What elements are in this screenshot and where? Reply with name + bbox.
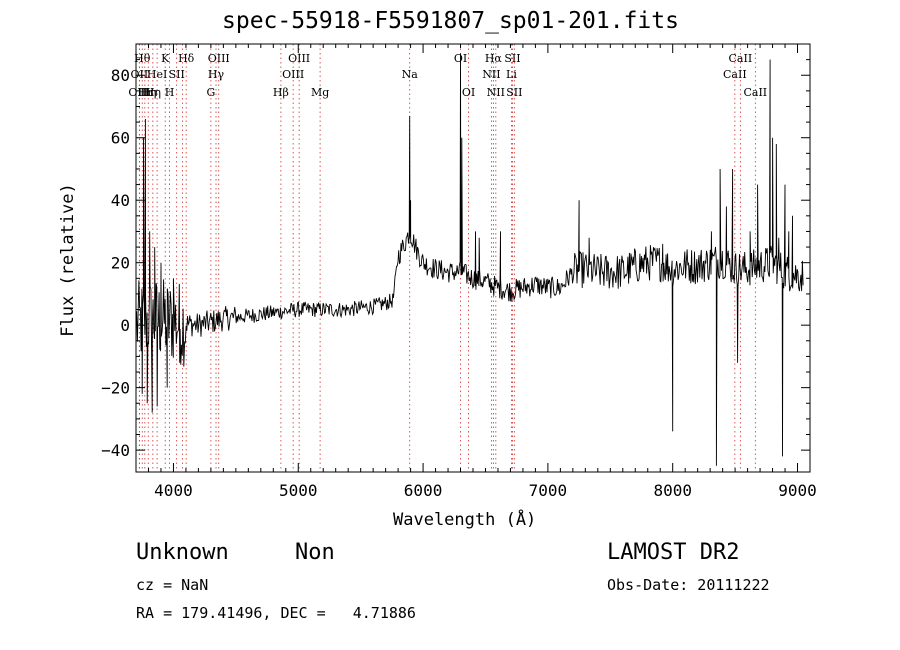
line-label: Hγ: [208, 68, 225, 81]
plot-axes: 4000 5000 6000 7000 8000 9000 −40 −20 0 20 40 60 80: [101, 43, 817, 500]
line-label: HeI: [147, 68, 167, 81]
y-tick-label: −20: [101, 379, 130, 398]
plot-frame: [135, 43, 811, 473]
line-label: OII: [131, 68, 149, 81]
line-label: NII: [487, 86, 505, 99]
line-label: OIII: [288, 52, 310, 65]
line-label: Hδ: [178, 52, 195, 65]
object-subclass: Non: [295, 540, 335, 565]
object-class: Unknown: [136, 540, 229, 565]
x-tick-label: 4000: [154, 481, 193, 500]
obs-date: Obs-Date: 20111222: [607, 576, 770, 594]
y-tick-label: 0: [120, 316, 130, 335]
y-axis-label: Flux (relative): [58, 183, 78, 337]
line-label: OI: [462, 86, 475, 99]
line-label: OIII: [208, 52, 230, 65]
line-label: CaII: [723, 68, 747, 81]
survey-name: LAMOST DR2: [607, 540, 740, 565]
line-label: CaII: [729, 52, 753, 65]
line-label: NII: [482, 68, 500, 81]
line-label: G: [206, 86, 215, 99]
y-tick-label: 20: [111, 254, 130, 273]
line-label: CaII: [743, 86, 767, 99]
x-axis-label: Wavelength (Å): [393, 510, 537, 530]
line-label: OI: [454, 52, 467, 65]
x-tick-label: 8000: [653, 481, 692, 500]
y-tick-label: 80: [111, 66, 130, 85]
line-label: K: [161, 52, 170, 65]
x-tick-label: 5000: [279, 481, 318, 500]
line-label: Mg: [311, 86, 329, 99]
line-label: OIII: [128, 86, 150, 99]
spectrum-series: [136, 53, 804, 466]
line-label: Hα: [485, 52, 503, 65]
spectrum-line: [136, 53, 804, 466]
y-tick-label: 40: [111, 191, 130, 210]
line-label: Hη: [140, 86, 156, 99]
line-label: Hη: [145, 86, 161, 99]
line-label: SII: [504, 52, 520, 65]
line-label: Li: [506, 68, 517, 81]
y-tick-label: −40: [101, 441, 130, 460]
line-label: Hι: [138, 86, 152, 99]
line-label: SII: [169, 68, 185, 81]
line-label: Hθ: [134, 52, 151, 65]
x-tick-label: 6000: [404, 481, 443, 500]
x-tick-label: 9000: [778, 481, 817, 500]
x-tick-label: 7000: [529, 481, 568, 500]
y-tick-label: 60: [111, 129, 130, 148]
line-label: Na: [402, 68, 419, 81]
chart-title: spec-55918-F5591807_sp01-201.fits: [222, 8, 679, 34]
redshift-value: cz = NaN: [136, 576, 209, 594]
line-label: OIII: [282, 68, 304, 81]
line-label: SII: [506, 86, 522, 99]
coordinates: RA = 179.41496, DEC = 4.71886: [136, 604, 416, 622]
line-label: Hβ: [273, 86, 289, 99]
line-label: H: [165, 86, 175, 99]
